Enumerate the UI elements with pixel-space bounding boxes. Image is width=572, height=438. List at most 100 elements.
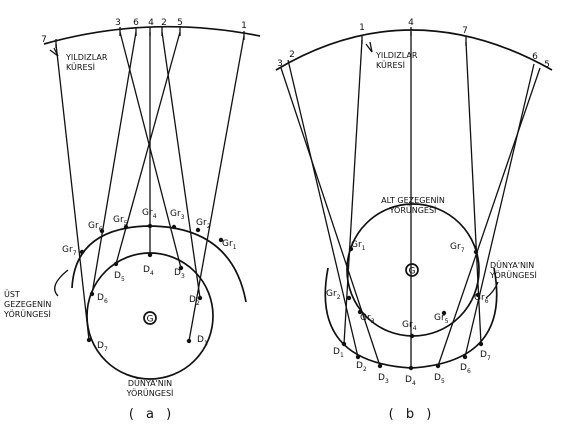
inner-orbit-label-line1: ALT GEZEGENİN [381, 195, 445, 205]
earth-position-a-1-dot [186, 338, 192, 344]
planet-position-b-3-dot [357, 309, 363, 315]
star-label-b-7: 7 [462, 26, 468, 36]
planet-position-a-6-dot [99, 228, 105, 234]
planet-position-a-7-dot [79, 249, 85, 255]
earth-position-a-3-dot [178, 265, 184, 271]
planet-position-b-7-dot [473, 249, 479, 255]
earth-position-b-6-dot [462, 354, 468, 360]
earth-position-a-2-dot [197, 295, 203, 301]
star-label-a-2: 2 [161, 18, 167, 28]
panel-b: G 1 2 3 4 5 6 7 YILDIZLAR KÜRESİ ALT GEZ… [275, 18, 553, 422]
position-markers-b: D1 D2 D3 D4 D5 D6 D7 Gr1 Gr2 Gr3 Gr4 Gr5 Gr6 Gr7 [326, 240, 491, 387]
planet-position-b-2-dot [346, 295, 352, 301]
earth-position-b-6-label: D6 [460, 363, 471, 375]
planet-position-b-5-dot [441, 310, 447, 316]
star-label-a-7: 7 [41, 35, 47, 45]
planet-position-b-5-label: Gr5 [434, 313, 449, 325]
stars-label-b-line1: YILDIZLAR [375, 51, 418, 60]
planet-position-a-4-dot [147, 223, 153, 229]
earth-position-b-4-label: D4 [405, 375, 416, 387]
outer-orbit-label-line3: YÖRÜNGESİ [3, 309, 51, 319]
star-label-a-4: 4 [148, 18, 154, 28]
outer-orbit-pointer [54, 269, 69, 297]
planet-position-a-6-label: Gr6 [88, 221, 103, 233]
earth-position-a-7-dot [86, 337, 92, 343]
planet-position-b-4-dot [409, 333, 415, 339]
star-label-b-5: 5 [544, 60, 550, 70]
inner-orbit-label-line2: YÖRÜNGESİ [389, 205, 437, 215]
panel-a: G 1 2 3 4 5 6 7 YILDIZLAR KÜRESİ ÜST [3, 18, 261, 422]
sun-circle-b [405, 263, 419, 277]
planet-position-a-1-label: Gr1 [222, 239, 237, 251]
celestial-sphere-arc-a [43, 25, 261, 45]
panel-caption-b: ( b ) [389, 407, 436, 422]
planet-position-a-3-dot [171, 224, 177, 230]
earth-position-a-4-label: D4 [143, 265, 154, 277]
outer-planet-orbit-arc [71, 225, 247, 303]
planet-position-a-5-label: Gr5 [113, 215, 128, 227]
earth-position-b-7-dot [478, 341, 484, 347]
star-label-a-3: 3 [115, 18, 121, 28]
outer-orbit-label-line1: ÜST [4, 289, 20, 299]
earth-position-a-4-dot [147, 252, 153, 258]
earth-position-b-5-label: D5 [434, 373, 445, 385]
earth-position-a-6-dot [89, 291, 95, 297]
earth-position-b-3-label: D3 [378, 373, 389, 385]
star-label-b-1: 1 [359, 23, 365, 33]
sight-line-a-7 [55, 43, 90, 341]
earth-position-a-7-label: D7 [97, 341, 108, 353]
planet-position-a-4-label: Gr4 [142, 208, 157, 220]
stars-label-b-line2: KÜRESİ [376, 60, 405, 70]
earth-position-a-2-label: D2 [189, 295, 200, 307]
earth-orbit-label-b-line1: DÜNYA'NIN [490, 260, 534, 270]
sight-line-b-6 [464, 63, 535, 358]
sun-symbol-b: G [409, 267, 416, 277]
earth-position-b-1-dot [341, 341, 347, 347]
planet-position-a-5-dot [123, 224, 129, 230]
earth-position-b-2-label: D2 [356, 361, 367, 373]
earth-position-b-1-label: D1 [333, 347, 344, 359]
earth-position-a-6-label: D6 [97, 293, 108, 305]
stars-label-a-line1: YILDIZLAR [65, 53, 108, 62]
earth-position-b-4-dot [408, 365, 414, 371]
earth-position-b-7-label: D7 [480, 350, 491, 362]
planet-position-b-1-dot [348, 246, 354, 252]
sun-symbol-a: G [147, 315, 154, 325]
planet-position-a-2-dot [195, 227, 201, 233]
sight-line-b-2 [287, 59, 359, 358]
earth-orbit-label-b-line2: YÖRÜNGESİ [489, 270, 537, 280]
star-ticks-b [361, 27, 467, 53]
earth-orbit-label-a-line1: DÜNYA'NIN [128, 378, 172, 388]
star-label-a-1: 1 [241, 21, 247, 31]
earth-position-a-1-label: D1 [197, 335, 208, 347]
outer-orbit-label-line2: GEZEGENİN [4, 299, 51, 309]
sight-line-b-1 [343, 39, 363, 345]
earth-position-a-5-dot [113, 261, 119, 267]
planet-position-b-6-dot [475, 292, 481, 298]
panel-caption-a: ( a ) [129, 407, 175, 422]
sight-line-b-5 [437, 67, 541, 367]
planet-position-b-2-label: Gr2 [326, 289, 341, 301]
planet-position-a-3-label: Gr3 [170, 209, 185, 221]
earth-position-b-5-dot [435, 363, 441, 369]
sun-circle-a [143, 311, 157, 325]
star-label-a-5: 5 [177, 18, 183, 28]
planet-position-b-4-label: Gr4 [402, 320, 417, 332]
star-label-b-2: 2 [289, 50, 295, 60]
earth-position-b-3-dot [377, 363, 383, 369]
celestial-sphere-arc-b [275, 29, 553, 71]
sight-line-a-2 [161, 31, 201, 299]
star-label-b-6: 6 [532, 52, 538, 62]
earth-orbit-label-a-line2: YÖRÜNGESİ [126, 388, 174, 398]
planet-position-b-3-label: Gr3 [360, 313, 375, 325]
earth-position-a-5-label: D5 [114, 271, 125, 283]
star-label-a-6: 6 [133, 18, 139, 28]
star-label-b-4: 4 [408, 18, 414, 28]
stars-label-a-line2: KÜRESİ [66, 62, 95, 72]
star-ticks-a [49, 27, 245, 57]
planet-position-b-7-label: Gr7 [450, 242, 465, 254]
sight-line-a-6 [91, 31, 137, 295]
earth-position-a-3-label: D3 [174, 268, 185, 280]
